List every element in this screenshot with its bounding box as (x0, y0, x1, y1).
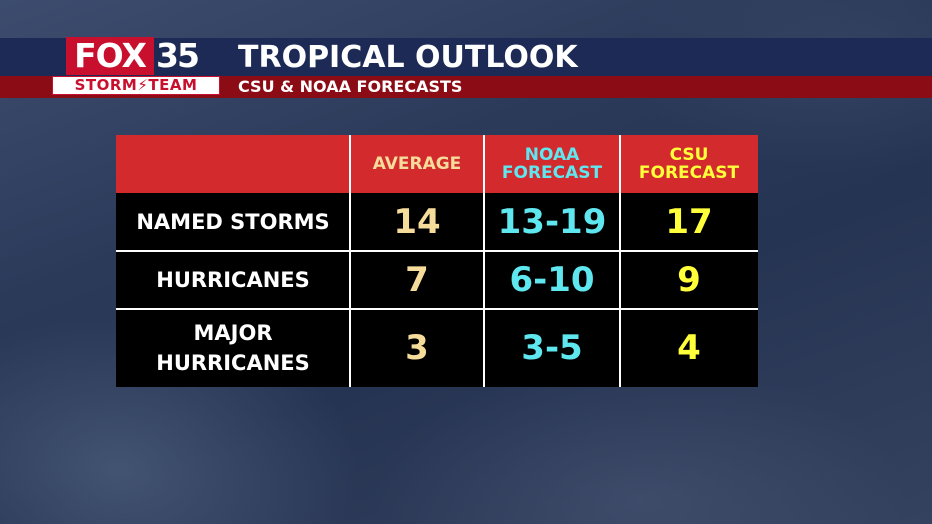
noaa-value: 13-19 (497, 202, 607, 242)
row-divider (116, 308, 758, 310)
average-value: 3 (405, 328, 429, 368)
logo-storm-team: STORM⚡TEAM (52, 76, 220, 95)
header-subbanner (0, 76, 932, 98)
column-divider (619, 135, 621, 387)
column-header-noaa-label: NOAA FORECAST (501, 145, 603, 183)
graphic-title: TROPICAL OUTLOOK (238, 40, 578, 75)
station-logo: FOX 35 STORM⚡TEAM (52, 37, 222, 98)
column-header-csu: CSU FORECAST (620, 135, 758, 193)
average-value: 7 (405, 260, 429, 300)
graphic-subtitle: CSU & NOAA FORECASTS (238, 77, 463, 96)
column-header-csu-label: CSU FORECAST (638, 145, 740, 183)
column-header-average: AVERAGE (350, 135, 484, 193)
column-header-average-label: AVERAGE (372, 154, 462, 174)
noaa-value: 6-10 (509, 260, 595, 300)
csu-value: 4 (677, 328, 701, 368)
csu-value: 17 (665, 202, 713, 242)
forecast-table: AVERAGE NOAA FORECAST CSU FORECAST NAMED… (116, 135, 758, 387)
table-row-label: NAMED STORMS (136, 210, 330, 234)
column-divider (483, 135, 485, 387)
row-divider (116, 250, 758, 252)
average-value: 14 (393, 202, 441, 242)
logo-brand: FOX (66, 37, 154, 75)
header-banner (0, 38, 932, 76)
logo-channel: 35 (156, 36, 200, 75)
csu-value: 9 (677, 260, 701, 300)
noaa-value: 3-5 (521, 328, 583, 368)
column-header-noaa: NOAA FORECAST (484, 135, 620, 193)
table-row-label: MAJOR HURRICANES (156, 321, 310, 375)
column-divider (349, 135, 351, 387)
table-header-corner (116, 135, 350, 193)
table-row-label: HURRICANES (156, 268, 310, 292)
